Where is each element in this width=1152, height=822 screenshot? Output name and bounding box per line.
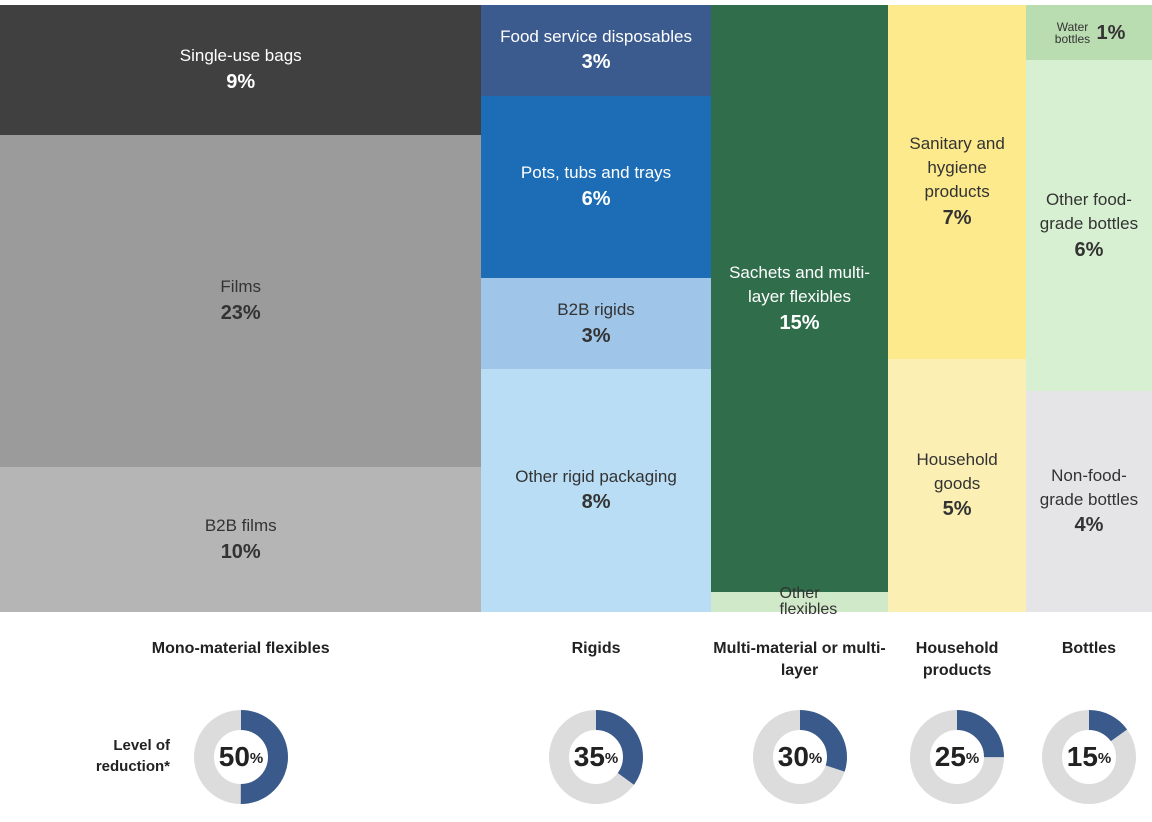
donut-value: 15% [1067, 741, 1112, 772]
group-label: Multi-material or multi-layer [713, 640, 886, 680]
donut: 50% [193, 710, 288, 804]
treemap-cell: Sachets and multi-layer flexibles 15% [710, 5, 889, 593]
donut: 35% [549, 710, 644, 804]
treemap-cell: Films 23% [0, 135, 482, 468]
donut-value: 35% [574, 741, 619, 772]
treemap-cell: Household goods 5% [888, 359, 1026, 612]
treemap-cell: Pots, tubs and trays 6% [481, 96, 711, 279]
cell-name: Non-food-grade bottles [1039, 465, 1139, 509]
donut: 15% [1041, 710, 1136, 804]
donut-number: 25 [935, 741, 966, 772]
reduction-label: Level of reduction* [95, 737, 170, 775]
donut-number: 50 [218, 741, 249, 772]
donut: 25% [910, 710, 1005, 804]
donut-unit: % [1098, 750, 1111, 767]
cell-value: 3% [581, 324, 611, 347]
donut-arc [1041, 710, 1136, 804]
cell-value: 4% [1074, 514, 1104, 537]
donut-arc [549, 710, 644, 804]
cell-value: 9% [226, 70, 256, 93]
cell-name: Household goods [916, 449, 998, 493]
donut-arc [910, 710, 1005, 804]
treemap-cell: Non-food-grade bottles 4% [1025, 391, 1152, 612]
donut-number: 15 [1067, 741, 1098, 772]
group-label: Rigids [571, 640, 621, 657]
group-label: Household products [915, 640, 999, 680]
donut-unit: % [808, 750, 821, 767]
donut-number: 35 [574, 741, 605, 772]
cell-value: 5% [942, 498, 972, 521]
donut-unit: % [966, 750, 979, 767]
cell-value: 6% [581, 187, 611, 210]
cell-name: Water bottles [1054, 19, 1091, 46]
cell-name: Pots, tubs and trays [520, 163, 672, 183]
group-label: Bottles [1061, 640, 1117, 657]
cell-name: Sanitary and hygiene products [909, 134, 1005, 201]
cell-value: 8% [581, 491, 611, 514]
cell-name: Other flexibles [779, 585, 838, 619]
cell-value: 1% [1096, 21, 1126, 44]
treemap-cell: Food service disposables 3% [481, 5, 711, 97]
donut-value: 25% [935, 741, 980, 772]
cell-value: 7% [942, 206, 972, 229]
donut-arc [752, 710, 847, 804]
group-label: Mono-material flexibles [151, 640, 330, 657]
donut-unit: % [250, 750, 263, 767]
cell-name: B2B films [204, 515, 277, 535]
cell-value: 15% [779, 311, 820, 334]
treemap-cell: Other flexibles [710, 586, 889, 618]
cell-name: Other food-grade bottles [1039, 189, 1139, 233]
cell-value: 6% [1074, 238, 1104, 261]
donut-value: 30% [777, 741, 822, 772]
cell-name: Sachets and multi-layer flexibles [729, 262, 870, 306]
cell-name: Food service disposables [500, 26, 692, 46]
treemap-cell: Single-use bags 9% [0, 5, 482, 136]
cell-name: Other rigid packaging [515, 466, 677, 486]
donut-arc [193, 710, 288, 804]
cell-name: B2B rigids [557, 299, 635, 319]
treemap-cell: Sanitary and hygiene products 7% [888, 5, 1026, 360]
donut-value: 50% [218, 741, 263, 772]
treemap-cell: B2B films 10% [0, 467, 482, 612]
cell-name: Single-use bags [179, 46, 302, 66]
cell-value: 3% [581, 51, 611, 74]
donut: 30% [752, 710, 847, 804]
treemap-cell: Other rigid packaging 8% [481, 369, 711, 612]
cell-value: 23% [220, 302, 261, 325]
donut-unit: % [605, 750, 618, 767]
donut-number: 30 [777, 741, 808, 772]
treemap-cell: Water bottles 1% [1025, 5, 1152, 61]
cell-value: 10% [220, 540, 261, 563]
cell-name: Films [220, 277, 262, 297]
treemap-cell: Other food-grade bottles 6% [1025, 60, 1152, 392]
treemap-cell: B2B rigids 3% [481, 278, 711, 370]
